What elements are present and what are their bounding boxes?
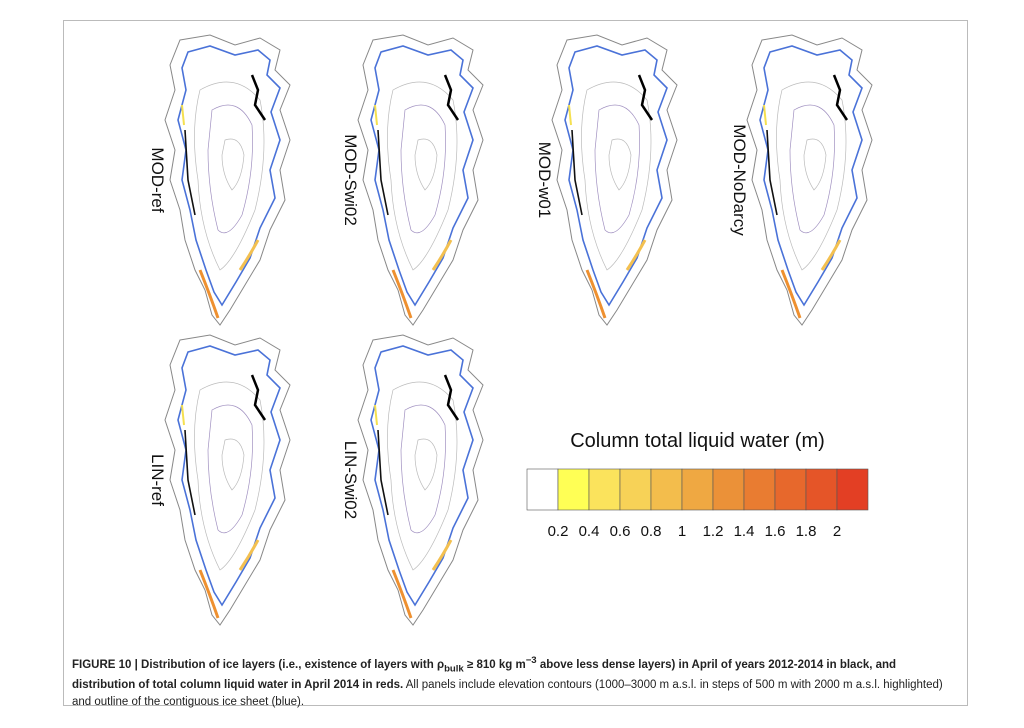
greenland-map [745,33,874,327]
caption-text: All panels include elevation contours (1… [72,679,943,709]
colorbar-box [743,468,776,511]
panel-label: LIN-ref [148,454,167,506]
colorbar-tick-label: 0.2 [548,523,569,540]
colorbar-box [557,468,590,511]
map-panel: LIN-Swi02 [341,333,485,627]
map-panel: MOD-w01 [535,33,679,327]
map-panel: MOD-Swi02 [341,33,485,327]
figure: MOD-ref MOD-Swi02 MOD-w01 MOD-NoDarcy LIN-re… [148,33,874,627]
colorbar-tick-label: 1.4 [734,523,755,540]
map-panel: MOD-NoDarcy [730,33,874,327]
panel-label: MOD-Swi02 [341,134,360,226]
greenland-map [356,33,485,327]
greenland-map [163,333,292,627]
figure-frame [63,20,968,706]
colorbar-box [712,468,745,511]
colorbar-tick-label: 1 [678,523,686,540]
colorbar-tick-label: 1.6 [765,523,786,540]
greenland-map [356,333,485,627]
caption-bold: above less dense layers) in April of yea… [72,658,897,692]
colorbar-box [650,468,683,511]
panel-label: LIN-Swi02 [341,441,360,519]
colorbar-box [836,468,869,511]
panel-label: MOD-ref [148,147,167,212]
colorbar-box [619,468,652,511]
caption-bold: FIGURE 10 | Distribution of ice layers (… [72,658,445,671]
colorbar-tick-label: 2 [833,523,841,540]
colorbar-box [526,468,559,511]
colorbar-box [588,468,621,511]
panel-label: MOD-NoDarcy [730,124,749,236]
colorbar-tick-label: 1.2 [703,523,724,540]
panel-label: MOD-w01 [535,142,554,219]
colorbar-title: Column total liquid water (m) [570,430,825,452]
colorbar-box [805,468,838,511]
map-panel: LIN-ref [148,333,292,627]
colorbar-tick-label: 0.6 [610,523,631,540]
greenland-map [163,33,292,327]
greenland-map [550,33,679,327]
caption-bold: ≥ 810 kg m [463,658,526,671]
caption-subscript: bulk [444,663,464,675]
colorbar-box [681,468,714,511]
colorbar-tick-label: 1.8 [796,523,817,540]
colorbar-tick-label: 0.4 [579,523,600,540]
colorbar-box [774,468,807,511]
map-panel: MOD-ref [148,33,292,327]
caption: FIGURE 10 | Distribution of ice layers (… [72,652,962,711]
colorbar-tick-label: 0.8 [641,523,662,540]
caption-superscript: −3 [525,655,537,666]
